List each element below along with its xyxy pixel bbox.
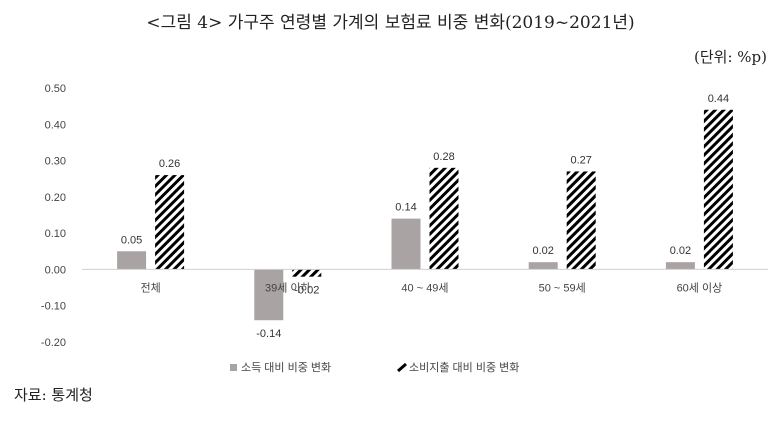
category-label: 39세 이하 (265, 280, 311, 294)
bar-spending (566, 171, 596, 270)
data-label: 0.02 (670, 245, 691, 257)
bar-spending (429, 167, 459, 270)
chart-title: <그림 4> 가구주 연령별 가계의 보험료 비중 변화(2019~2021년) (146, 13, 635, 33)
y-tick-label: 0.30 (45, 156, 66, 168)
y-tick-label: -0.10 (41, 301, 66, 313)
y-tick-label: 0.50 (45, 83, 66, 95)
bar-income (117, 251, 147, 270)
source-note: 자료: 통계청 (14, 386, 93, 404)
bar-income (528, 262, 558, 270)
y-tick-label: 0.10 (45, 228, 66, 240)
data-label: 0.05 (121, 234, 142, 246)
data-label: -0.02 (294, 285, 319, 297)
y-tick-label: 0.00 (45, 264, 66, 276)
y-tick-label: 0.40 (45, 119, 66, 131)
bar-income (254, 269, 284, 321)
category-label: 50 ~ 59세 (539, 281, 586, 294)
data-label: 0.27 (570, 154, 591, 166)
data-label: 0.26 (159, 158, 180, 170)
unit-label: (단위: %p) (694, 48, 767, 66)
legend-label: 소비지출 대비 비중 변화 (409, 361, 519, 374)
data-label: 0.44 (708, 93, 729, 105)
bar-spending (292, 269, 322, 277)
legend-swatch-income (230, 364, 237, 371)
data-label: 0.02 (532, 245, 553, 257)
y-tick-label: -0.20 (41, 337, 66, 349)
bars (117, 109, 733, 321)
data-label: 0.14 (395, 202, 416, 214)
category-label: 40 ~ 49세 (401, 281, 448, 294)
category-label: 전체 (140, 281, 160, 294)
legend: 소득 대비 비중 변화 소비지출 대비 비중 변화 (230, 361, 519, 374)
y-axis: -0.20 -0.10 0.00 0.10 0.20 0.30 0.40 0.50 (41, 83, 66, 349)
bar-income (391, 218, 421, 270)
bar-spending (155, 175, 185, 270)
data-labels: 0.05 0.26 -0.14 -0.02 0.14 0.28 0.02 0.27 0.02 0.… (121, 93, 729, 340)
y-tick-label: 0.20 (45, 192, 66, 204)
data-label: 0.28 (433, 151, 454, 163)
legend-swatch-spending (397, 362, 407, 373)
data-label: -0.14 (256, 328, 281, 340)
bar-income (665, 262, 695, 270)
legend-label: 소득 대비 비중 변화 (241, 361, 331, 374)
bar-spending (703, 109, 733, 270)
x-axis: 전체 39세 이하 40 ~ 49세 50 ~ 59세 60세 이상 (82, 268, 768, 294)
category-label: 60세 이상 (677, 281, 723, 294)
